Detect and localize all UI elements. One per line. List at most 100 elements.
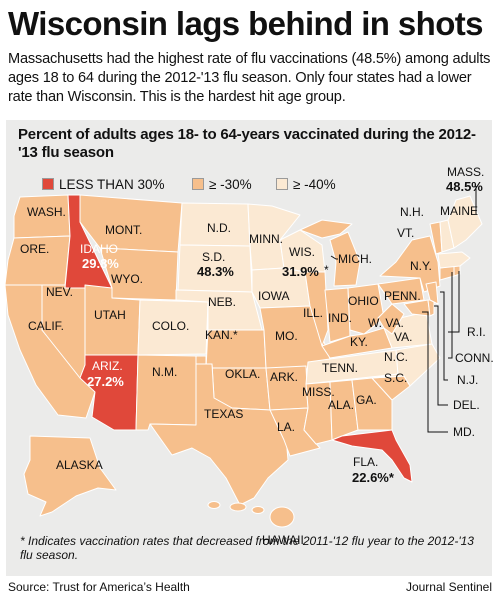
state-mich-up — [299, 219, 353, 239]
label-wyo: WYO. — [111, 272, 143, 286]
label-va: VA. — [394, 330, 412, 344]
label-vt: VT. — [397, 226, 414, 240]
state-ga — [351, 377, 393, 431]
label-colo: COLO. — [152, 319, 189, 333]
label-del: DEL. — [453, 398, 480, 412]
label-sc: S.C. — [384, 371, 407, 385]
label-fla: FLA. — [353, 455, 378, 469]
headline: Wisconsin lags behind in shots — [8, 5, 484, 42]
state-mich — [329, 231, 361, 287]
label-ariz: ARIZ. — [92, 359, 123, 373]
label-md: MD. — [453, 425, 475, 439]
label-sd: S.D. — [202, 250, 225, 264]
label-nh: N.H. — [400, 205, 424, 219]
footnote: * Indicates vaccination rates that decre… — [20, 534, 474, 562]
label-ala: ALA. — [328, 398, 354, 412]
leader-conn — [448, 272, 453, 359]
label-hawaii: HAWAII — [262, 533, 304, 547]
label-calif: CALIF. — [28, 319, 64, 333]
label-mo: MO. — [275, 329, 298, 343]
label-ill: ILL. — [303, 306, 323, 320]
legend-label-low: LESS THAN 30% — [59, 177, 165, 192]
label-ny: N.Y. — [410, 259, 432, 273]
leader-mich — [330, 255, 338, 260]
label-minn: MINN. — [249, 232, 283, 246]
state-texas — [149, 363, 289, 506]
label-penn: PENN. — [384, 289, 421, 303]
state-ala — [329, 379, 359, 441]
state-wva — [377, 303, 405, 335]
label-miss: MISS. — [302, 385, 335, 399]
state-labels: WASH. ORE. IDAHO 29.8% MONT. WYO. NEV. U… — [20, 165, 494, 547]
label-utah: UTAH — [94, 308, 126, 322]
state-ohio — [347, 283, 385, 335]
label-mont: MONT. — [105, 223, 142, 237]
label-okla: OKLA. — [225, 367, 260, 381]
label-wash: WASH. — [27, 205, 66, 219]
legend-item-mid: ≥ -30% — [192, 177, 252, 193]
label-ark: ARK. — [270, 370, 298, 384]
label-ri: R.I. — [467, 325, 486, 339]
label-ore: ORE. — [20, 242, 49, 256]
label-nev: NEV. — [46, 285, 73, 299]
label-idaho: IDAHO — [80, 242, 118, 256]
value-mass: 48.5% — [446, 179, 483, 194]
state-fla — [331, 429, 413, 483]
state-ny — [379, 235, 441, 293]
value-sd: 48.3% — [197, 264, 234, 279]
state-alaska — [23, 435, 117, 517]
label-nd: N.D. — [207, 221, 231, 235]
label-nc: N.C. — [384, 350, 408, 364]
state-nj — [425, 281, 439, 305]
legend-swatch-mid — [192, 178, 204, 190]
leader-del — [434, 305, 448, 406]
label-ky: KY. — [350, 335, 368, 349]
value-idaho: 29.8% — [82, 256, 119, 271]
leader-ri — [448, 271, 460, 333]
publisher-credit: Journal Sentinel — [405, 580, 492, 594]
label-ga: GA. — [356, 393, 377, 407]
label-nj: N.J. — [457, 373, 478, 387]
label-mich: MICH. — [338, 252, 372, 266]
label-neb: NEB. — [208, 295, 236, 309]
state-wyo — [99, 247, 179, 301]
leader-nj — [440, 291, 448, 381]
label-wva: W. VA. — [368, 316, 404, 330]
state-penn — [377, 277, 425, 305]
label-iowa: IOWA — [258, 289, 290, 303]
label-ind: IND. — [328, 311, 352, 325]
state-maine — [447, 195, 483, 249]
label-wis: WIS. — [289, 245, 315, 259]
label-maine: MAINE — [440, 204, 478, 218]
label-nm: N.M. — [152, 365, 177, 379]
state-hawaii — [207, 501, 295, 528]
label-mass: MASS. — [447, 165, 484, 179]
legend-item-low: LESS THAN 30% — [42, 177, 165, 193]
label-conn: CONN. — [455, 351, 494, 365]
state-ill — [304, 271, 329, 347]
value-ariz: 27.2% — [87, 374, 124, 389]
intro-text: Massachusetts had the highest rate of fl… — [8, 51, 491, 105]
legend-item-high: ≥ -40% — [276, 177, 336, 193]
asterisk-wis: * — [324, 263, 329, 277]
label-ohio: OHIO — [348, 294, 379, 308]
legend-swatch-high — [276, 178, 288, 190]
label-texas: TEXAS — [204, 407, 243, 421]
label-la: LA. — [277, 420, 295, 434]
map-title: Percent of adults ages 18- to 64-years v… — [18, 126, 476, 161]
leader-md — [422, 311, 448, 433]
legend-label-mid: ≥ -30% — [209, 177, 252, 192]
source-credit: Source: Trust for America’s Health — [8, 580, 190, 594]
state-mass — [437, 251, 471, 269]
label-kan: KAN.* — [205, 328, 238, 342]
label-tenn: TENN. — [322, 361, 358, 375]
state-nc — [371, 343, 441, 387]
value-wis: 31.9% — [282, 264, 319, 279]
state-colo — [137, 299, 209, 356]
value-fla: 22.6%* — [352, 470, 395, 485]
label-alaska: ALASKA — [56, 458, 103, 472]
legend-swatch-low — [42, 178, 54, 190]
leader-lines — [330, 186, 477, 433]
legend-label-high: ≥ -40% — [293, 177, 336, 192]
